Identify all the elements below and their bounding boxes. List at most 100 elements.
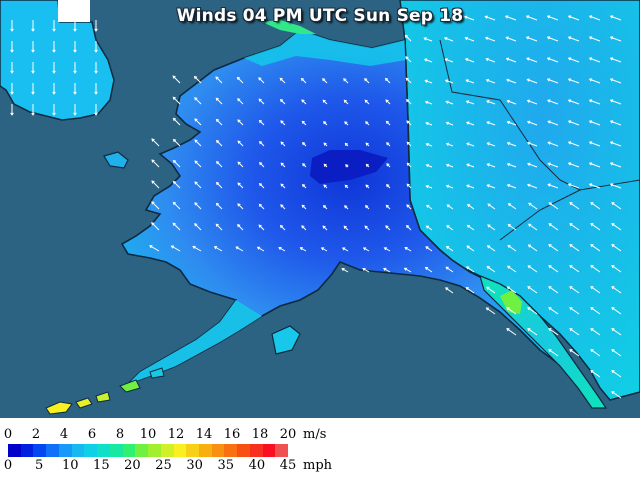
wind-arrow — [345, 164, 349, 168]
wind-arrow — [94, 62, 98, 74]
wind-arrow — [302, 163, 307, 168]
wind-arrow — [280, 120, 286, 126]
wind-arrow — [31, 83, 35, 95]
wind-arrow — [547, 120, 559, 126]
wind-arrow — [464, 57, 475, 63]
aleutian-island-3 — [45, 401, 73, 415]
wind-arrow — [362, 267, 370, 273]
wind-arrow — [341, 267, 349, 273]
wind-arrow — [590, 370, 601, 378]
wind-arrow — [172, 222, 181, 231]
wind-arrow — [256, 246, 265, 252]
wind-arrow — [506, 307, 517, 315]
wind-arrow — [548, 307, 559, 315]
wind-arrow — [94, 83, 98, 95]
wind-arrow — [237, 203, 244, 210]
wind-arrow — [52, 83, 56, 95]
wind-arrow — [385, 204, 391, 210]
wind-arrow — [52, 104, 56, 116]
wind-arrow — [406, 120, 412, 126]
wind-arrow — [149, 245, 160, 252]
wind-arrow — [73, 41, 77, 53]
wind-arrow — [31, 62, 35, 74]
wind-arrow — [426, 204, 433, 210]
wind-arrow — [405, 224, 412, 231]
colorbar-segment — [135, 444, 149, 457]
wind-arrow — [406, 183, 412, 189]
wind-arrow — [365, 184, 370, 189]
alaska-canada-border — [404, 39, 465, 269]
wind-arrow — [425, 246, 433, 252]
wind-arrow — [194, 139, 202, 147]
wind-arrow — [548, 286, 559, 294]
ms-tick: 18 — [251, 427, 269, 442]
wind-arrow — [10, 41, 14, 53]
wind-arrow — [172, 96, 181, 105]
wind-arrow — [194, 160, 202, 168]
wind-arrow — [446, 204, 454, 210]
yukon-nwt-border — [439, 39, 640, 191]
wind-arrow — [425, 184, 433, 189]
bc-border — [499, 189, 581, 241]
wind-arrow — [588, 162, 601, 168]
wind-arrow — [487, 203, 496, 210]
colorbar-segment — [199, 444, 212, 457]
wind-arrow — [422, 15, 433, 21]
wind-arrow — [383, 267, 391, 273]
ms-tick: 14 — [195, 427, 213, 442]
wind-arrow — [405, 56, 412, 63]
wind-arrow — [611, 349, 622, 357]
mph-tick: 40 — [248, 458, 266, 473]
wind-arrow — [465, 100, 475, 105]
wind-arrow — [590, 307, 601, 315]
wind-arrow — [548, 265, 559, 273]
wind-arrow — [569, 265, 580, 273]
wind-arrow — [404, 247, 412, 252]
wind-map — [0, 0, 640, 418]
wind-arrow — [506, 99, 517, 105]
wind-arrow — [94, 20, 98, 32]
wind-arrow — [466, 142, 475, 147]
colorbar-segment — [237, 444, 250, 457]
wind-arrow — [505, 57, 517, 63]
wind-arrow — [10, 83, 14, 95]
colorbar-segment — [33, 444, 47, 457]
wind-arrow — [364, 78, 370, 84]
wind-arrow — [609, 141, 622, 147]
wind-arrow — [590, 286, 601, 294]
wind-arrow — [611, 286, 622, 294]
wind-arrow — [590, 202, 601, 210]
wind-arrow — [506, 286, 517, 294]
ms-tick: 4 — [59, 427, 69, 442]
wind-arrow — [10, 104, 14, 116]
wind-arrow — [486, 266, 496, 273]
wind-arrow — [235, 246, 244, 252]
wind-arrow — [194, 223, 202, 231]
wind-arrow — [258, 182, 265, 189]
wind-arrow — [485, 57, 496, 63]
north-coast-green — [262, 20, 316, 34]
wind-arrow — [548, 202, 559, 210]
wind-arrow — [463, 15, 475, 21]
wind-arrow — [172, 180, 181, 189]
wind-arrow — [344, 142, 349, 147]
wind-arrow — [507, 265, 517, 273]
wind-arrow — [301, 225, 307, 231]
wind-arrow — [547, 141, 559, 147]
panhandle-green — [500, 290, 522, 314]
wind-arrow — [506, 78, 517, 84]
wind-arrow — [548, 223, 559, 231]
wind-arrow — [444, 287, 454, 294]
wind-arrow — [588, 120, 601, 126]
aleutian-island-1 — [119, 379, 141, 393]
mph-tick: 0 — [3, 458, 13, 473]
wind-arrow — [299, 247, 307, 252]
wind-arrow — [525, 15, 538, 21]
wind-arrow — [279, 98, 286, 105]
colorbar-segment — [71, 444, 85, 457]
wind-arrow — [425, 121, 433, 126]
wind-arrow — [506, 120, 517, 126]
wind-arrow — [215, 202, 223, 210]
wind-arrow — [588, 78, 601, 84]
